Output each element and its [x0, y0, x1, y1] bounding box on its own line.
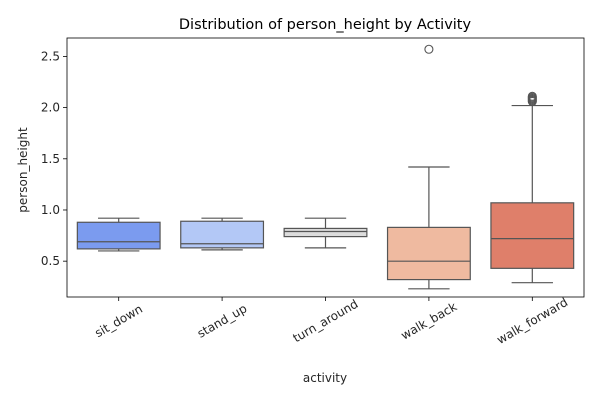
- x-tick-label: turn_around: [290, 297, 360, 346]
- x-tick-label: stand_up: [195, 301, 249, 341]
- x-tick-label: sit_down: [92, 302, 145, 340]
- y-tick-label: 2.0: [41, 101, 60, 115]
- y-tick-label: 1.0: [41, 203, 60, 217]
- box-walk_back: [386, 226, 471, 281]
- box-walk_forward: [490, 202, 575, 269]
- x-tick-label: walk_back: [399, 299, 460, 342]
- outlier-point: [424, 44, 434, 54]
- y-tick-label: 1.5: [41, 152, 60, 166]
- outlier-point: [527, 91, 537, 101]
- x-tick-label: walk_forward: [494, 295, 570, 347]
- box-sit_down: [76, 221, 161, 250]
- y-tick-label: 0.5: [41, 254, 60, 268]
- chart-title: Distribution of person_height by Activit…: [179, 17, 472, 33]
- x-axis-label: activity: [303, 371, 347, 385]
- y-axis-label: person_height: [16, 127, 30, 213]
- box-turn_around: [283, 227, 368, 238]
- plot-area: 0.5 1.0 1.5 2.0 2.5 sit_down stand_up turn_arou…: [41, 37, 585, 347]
- y-tick-label: 2.5: [41, 49, 60, 63]
